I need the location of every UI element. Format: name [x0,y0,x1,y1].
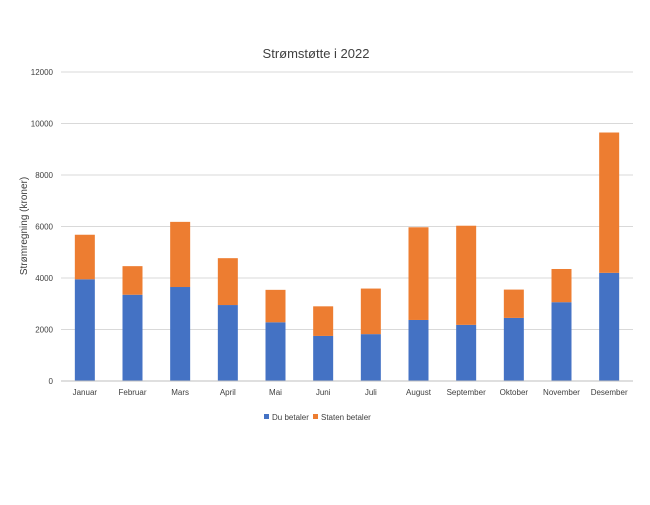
x-tick-label: August [406,388,432,397]
bar-du-betaler-juni [313,335,334,381]
bar-staten-betaler-mai [265,289,286,323]
bar-staten-betaler-oktober [503,289,524,318]
bar-du-betaler-juli [360,334,381,381]
y-tick-label: 8000 [35,171,53,180]
x-tick-label: Oktober [500,388,529,397]
x-tick-label: September [447,388,486,397]
bar-du-betaler-september [456,324,477,381]
legend: Du betaler Staten betaler [264,413,371,422]
bar-du-betaler-november [551,302,572,381]
y-tick-label: 6000 [35,223,53,232]
bar-du-betaler-februar [122,294,143,381]
y-tick-label: 12000 [31,68,54,77]
y-axis-ticks: 0 2000 4000 6000 8000 10000 12000 [31,68,54,386]
legend-swatch [313,414,318,419]
y-tick-label: 0 [49,377,54,386]
x-tick-label: Mai [269,388,282,397]
bar-du-betaler-mai [265,322,286,381]
x-tick-label: Desember [591,388,628,397]
x-tick-label: Februar [118,388,146,397]
bar-staten-betaler-juni [313,306,334,336]
bar-staten-betaler-september [456,225,477,325]
bar-staten-betaler-april [217,258,238,306]
chart-title: Strømstøtte i 2022 [263,46,370,61]
bar-staten-betaler-desember [599,132,620,273]
gridlines [61,71,633,330]
bar-staten-betaler-august [408,227,429,320]
bar-staten-betaler-november [551,268,572,303]
bar-staten-betaler-februar [122,266,143,295]
x-axis-ticks: Januar Februar Mars April Mai Juni Juli August S… [73,388,628,397]
bars [74,132,620,381]
bar-staten-betaler-januar [74,234,95,280]
x-tick-label: November [543,388,580,397]
legend-swatch [264,414,269,419]
x-tick-label: Juli [365,388,377,397]
y-axis-label: Strømregning (kroner) [19,177,30,275]
x-tick-label: Mars [171,388,189,397]
y-tick-label: 4000 [35,274,53,283]
bar-du-betaler-april [217,305,238,381]
bar-staten-betaler-juli [360,288,381,335]
bar-staten-betaler-mars [170,221,191,288]
bar-du-betaler-august [408,319,429,381]
x-tick-label: Januar [73,388,98,397]
bar-du-betaler-oktober [503,317,524,381]
bar-du-betaler-mars [170,287,191,381]
legend-label: Staten betaler [321,413,371,422]
x-tick-label: Juni [316,388,331,397]
bar-du-betaler-januar [74,279,95,381]
x-tick-label: April [220,388,236,397]
y-tick-label: 2000 [35,326,53,335]
y-tick-label: 10000 [31,120,54,129]
bar-du-betaler-desember [599,272,620,381]
legend-label: Du betaler [272,413,309,422]
